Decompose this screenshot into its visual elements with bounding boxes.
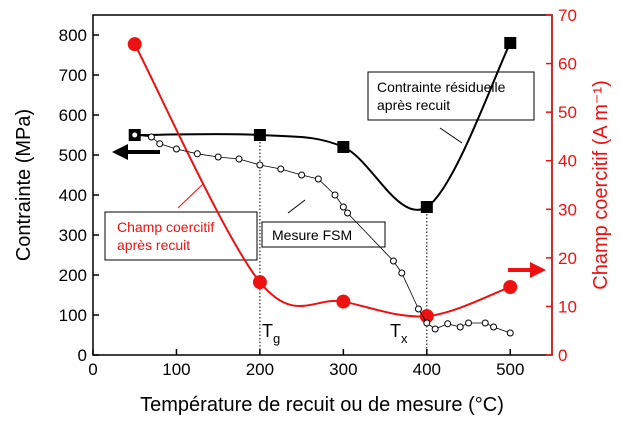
marker — [503, 280, 518, 294]
marker — [337, 141, 350, 153]
marker — [423, 319, 431, 327]
x-axis-label: Température de recuit ou de mesure (°C) — [140, 394, 504, 416]
x-tick-label: 500 — [496, 360, 524, 379]
y2-tick-label: 30 — [558, 200, 577, 219]
annotation-line: Champ coercitif — [117, 219, 214, 235]
legend-arrow-head — [530, 262, 546, 278]
marker — [127, 37, 142, 52]
annotation-sub: x — [401, 331, 408, 346]
annotation: Tg — [262, 321, 280, 346]
annotation-sub: g — [273, 331, 280, 346]
marker — [131, 131, 139, 139]
marker — [506, 329, 514, 337]
marker — [339, 203, 347, 211]
y2-tick-label: 10 — [558, 297, 577, 316]
y-tick-label: 300 — [59, 226, 87, 245]
y2-tick-label: 40 — [558, 152, 577, 171]
marker — [504, 37, 517, 49]
y-tick-label: 700 — [59, 66, 87, 85]
marker — [256, 161, 264, 169]
pointer — [439, 127, 463, 144]
y2-tick-label: 70 — [558, 6, 577, 25]
marker — [444, 320, 452, 328]
marker — [420, 201, 433, 213]
marker — [336, 294, 351, 309]
annotation: Contrainte résiduelle après recuit — [377, 79, 506, 113]
marker — [389, 257, 397, 265]
marker — [481, 319, 489, 327]
annotation-line: Contrainte résiduelle — [377, 79, 506, 95]
annotation: T — [390, 321, 401, 341]
y2-tick-label: 0 — [558, 346, 567, 365]
marker — [331, 191, 339, 199]
series-line — [133, 43, 511, 318]
y2-tick-label: 20 — [558, 249, 577, 268]
annotation-box — [261, 221, 386, 248]
annotation: Tx — [390, 321, 408, 346]
y-tick-label: 800 — [59, 26, 87, 45]
x-tick-label: 0 — [88, 360, 97, 379]
marker — [172, 145, 180, 153]
y-tick-label: 100 — [59, 306, 87, 325]
x-tick-label: 100 — [162, 360, 190, 379]
marker — [277, 165, 285, 173]
marker — [253, 129, 266, 141]
marker — [414, 305, 422, 313]
x-tick-label: 200 — [246, 360, 274, 379]
marker — [431, 325, 439, 333]
y-axis-label: Contrainte (MPa) — [13, 109, 35, 261]
marker — [490, 323, 498, 331]
marker — [456, 323, 464, 331]
annotation: Mesure FSM — [272, 227, 352, 243]
marker — [344, 209, 352, 217]
series-line — [134, 42, 512, 211]
marker — [147, 133, 155, 141]
x-tick-label: 300 — [329, 360, 357, 379]
y2-tick-label: 60 — [558, 55, 577, 74]
marker — [156, 140, 164, 148]
x-tick-label: 400 — [413, 360, 441, 379]
y-tick-label: 200 — [59, 266, 87, 285]
y2-axis-label: Champ coercitif (A m⁻¹) — [590, 80, 612, 289]
annotation: Champ coercitif après recuit — [117, 219, 214, 253]
annotation-line: après recuit — [117, 237, 190, 253]
annotation-line: après recuit — [377, 97, 450, 113]
marker — [235, 155, 243, 163]
y2-tick-label: 50 — [558, 103, 577, 122]
marker — [298, 171, 306, 179]
pointer — [287, 199, 306, 214]
marker — [314, 175, 322, 183]
y-tick-label: 400 — [59, 186, 87, 205]
marker — [214, 153, 222, 161]
marker — [193, 150, 201, 158]
plot-frame — [92, 14, 553, 356]
annotation: T — [262, 321, 273, 341]
marker — [252, 275, 267, 290]
marker — [398, 269, 406, 277]
marker — [419, 309, 434, 324]
y-tick-label: 500 — [59, 146, 87, 165]
annotation-box — [367, 71, 535, 121]
y-tick-label: 600 — [59, 106, 87, 125]
legend-arrow-head — [112, 144, 128, 160]
y-tick-label: 0 — [78, 346, 87, 365]
pointer — [177, 183, 204, 209]
marker — [465, 319, 473, 327]
